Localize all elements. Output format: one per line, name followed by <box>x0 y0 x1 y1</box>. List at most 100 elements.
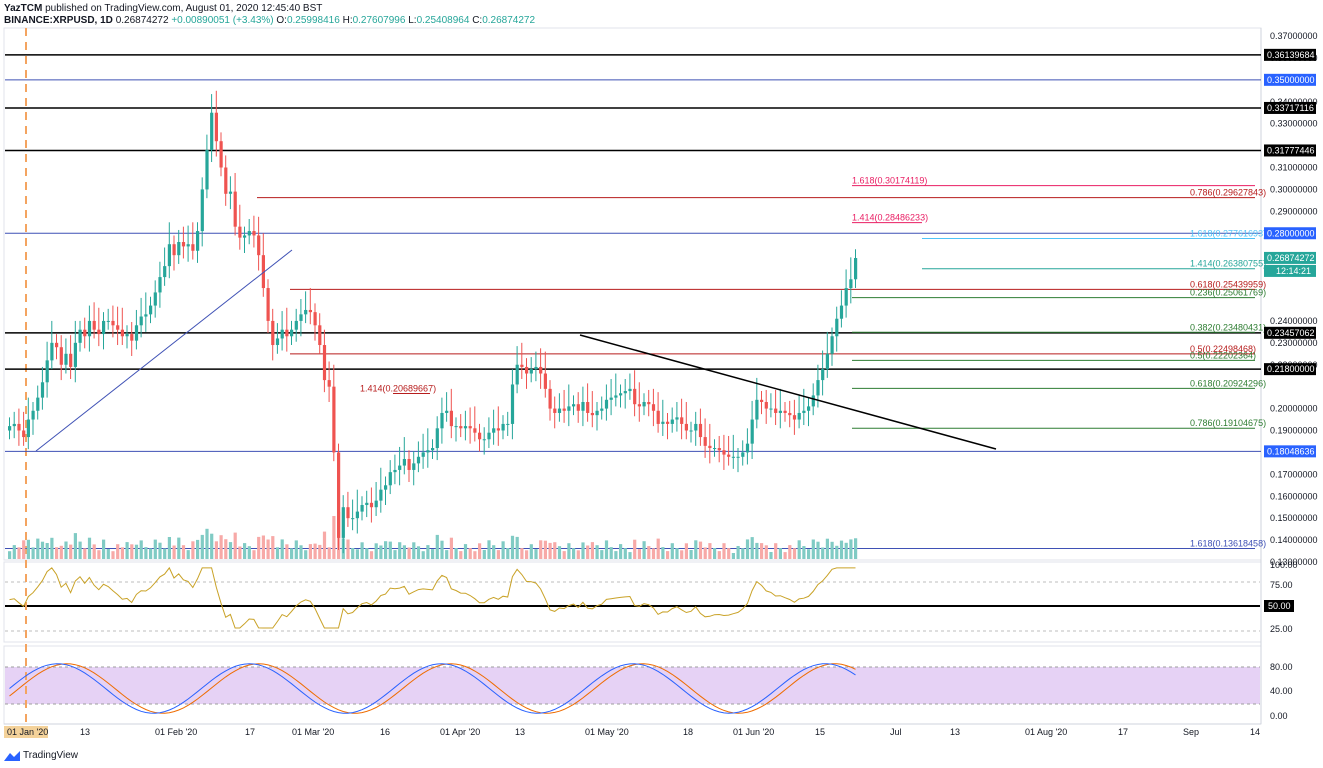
candle-body <box>337 452 341 538</box>
candle-body <box>811 395 815 407</box>
candle-body <box>609 397 613 400</box>
volume-bar <box>821 547 825 559</box>
candle-body <box>445 410 449 413</box>
volume-bar <box>313 543 317 559</box>
candle-body <box>191 244 195 251</box>
candle-body <box>440 412 444 429</box>
volume-bar <box>17 547 21 559</box>
volume-bar <box>26 539 30 559</box>
candle-body <box>393 469 397 473</box>
last-price-badge <box>1264 251 1316 264</box>
candle-body <box>181 242 186 247</box>
volume-bar <box>402 545 406 559</box>
candle-body <box>713 448 717 450</box>
candle-body <box>102 320 106 335</box>
candle-body <box>327 380 331 387</box>
candle-body <box>384 485 388 490</box>
stoch-tick-label: 80.00 <box>1270 662 1293 672</box>
ohlc-header: BINANCE:XRPUSD, 1D 0.26874272 +0.0089005… <box>4 15 535 26</box>
candle-body <box>797 412 801 420</box>
volume-bar <box>792 548 797 559</box>
volume-bar <box>586 545 590 559</box>
candle-body <box>163 266 167 278</box>
candle-body <box>449 410 453 427</box>
candle-body <box>144 314 148 317</box>
candle-body <box>435 428 439 449</box>
candle-body <box>130 334 134 341</box>
candle-body <box>802 410 806 413</box>
date-highlight <box>4 726 48 738</box>
volume-bar <box>722 543 726 559</box>
candle-body <box>454 426 458 428</box>
low-value: 0.25408964 <box>416 15 470 26</box>
candle-body <box>280 329 284 339</box>
candle-body <box>247 231 251 236</box>
volume-bar <box>651 548 656 559</box>
candle-body <box>468 426 472 429</box>
rsi-tick-label: 100.00 <box>1270 560 1298 570</box>
tradingview-logo[interactable]: TradingView <box>4 750 78 761</box>
level-badge-label: 0.36139684 <box>1267 50 1315 60</box>
brand-name: TradingView <box>23 750 79 761</box>
candle-body <box>854 258 858 280</box>
volume-bar <box>214 541 218 559</box>
volume-bar <box>374 543 378 559</box>
candle-body <box>36 397 40 411</box>
volume-bar <box>708 543 712 559</box>
volume-bar <box>562 551 566 559</box>
volume-bar <box>40 541 45 559</box>
fib-label: 0.5(0.22498468) <box>1190 344 1256 354</box>
fib-label: 1.414(0.20689667) <box>360 383 436 393</box>
level-badge-label: 0.23457062 <box>1267 328 1315 338</box>
volume-bar <box>581 542 585 559</box>
volume-bar <box>177 537 181 559</box>
fib-label: 0.618(0.20924296) <box>1190 378 1266 388</box>
volume-bar <box>745 539 750 559</box>
volume-bar <box>205 528 209 559</box>
volume-bar <box>257 536 261 559</box>
time-tick-label: 13 <box>950 727 960 737</box>
main-pane[interactable] <box>3 27 1262 561</box>
candle-body <box>224 167 228 194</box>
volume-bar <box>595 545 599 559</box>
downtrend-line[interactable] <box>579 334 997 450</box>
volume-bar <box>228 542 233 559</box>
candle-body <box>473 428 477 433</box>
volume-bar <box>642 541 646 559</box>
candle-body <box>689 430 693 432</box>
uptrend-line[interactable] <box>35 249 293 452</box>
volume-bar <box>811 539 815 559</box>
candle-body <box>313 312 317 326</box>
volume-bar <box>506 548 510 559</box>
candle-body <box>120 329 124 337</box>
candle-body <box>106 320 110 322</box>
volume-bar <box>633 539 637 559</box>
candle-body <box>111 320 115 326</box>
volume-bar <box>647 546 651 559</box>
volume-bar <box>628 552 632 559</box>
time-tick-label: 01 Feb '20 <box>155 727 197 737</box>
time-tick-label: 01 Jan '20 <box>7 727 48 737</box>
close-label: C: <box>472 15 483 26</box>
volume-bar <box>299 545 303 559</box>
candle-body <box>285 329 289 337</box>
volume-bar <box>783 552 787 559</box>
volume-bar <box>308 544 312 559</box>
volume-bar <box>572 548 576 559</box>
level-badge-label: 0.18048636 <box>1267 446 1315 456</box>
volume-bar <box>675 548 679 559</box>
candle-body <box>520 364 524 367</box>
candle-body <box>792 415 797 420</box>
volume-bar <box>825 538 829 559</box>
price-tick-label: 0.23000000 <box>1270 338 1318 348</box>
candle-body <box>567 406 571 411</box>
candle-body <box>825 353 829 370</box>
volume-bar <box>78 541 82 559</box>
volume-bar <box>144 547 148 559</box>
volume-bar <box>266 539 270 559</box>
candle-body <box>139 316 143 326</box>
candle-body <box>548 388 552 409</box>
volume-bar <box>196 539 200 559</box>
candle-body <box>698 423 703 438</box>
price-chart[interactable]: 1.618(0.30174119) 0.786(0.29627843) 1.414(… <box>0 0 1323 748</box>
